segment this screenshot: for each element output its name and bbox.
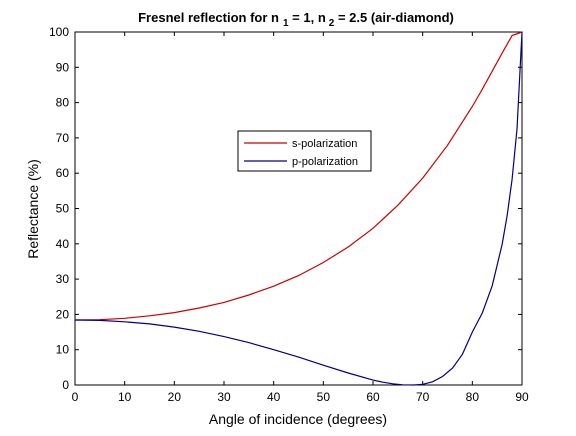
axis-ticks: 0 10 20 30 40 50 60 70 80 90 0 10 20 30 40 50 60 70 80 90 10… [49,25,529,404]
legend-box [237,130,372,172]
y-tick-label: 70 [56,131,70,145]
x-tick-label: 0 [72,390,79,404]
y-tick-label: 20 [56,307,70,321]
x-tick-label: 40 [267,390,281,404]
x-axis-label: Angle of incidence (degrees) [209,411,387,427]
y-tick-label: 80 [56,96,70,110]
legend-label-s-polarization: s-polarization [292,138,357,150]
series-group [74,31,523,386]
plot-area [74,31,523,386]
y-tick-label: 0 [62,378,69,392]
y-tick-label: 100 [49,25,69,39]
x-tick-label: 90 [515,390,529,404]
x-tick-label: 70 [416,390,430,404]
x-tick-label: 80 [466,390,480,404]
y-tick-label: 30 [56,272,70,286]
legend: s-polarization p-polarization [237,130,372,172]
legend-label-p-polarization: p-polarization [292,156,358,168]
x-tick-label: 30 [217,390,231,404]
y-tick-label: 50 [56,202,70,216]
y-tick-label: 60 [56,166,70,180]
y-tick-label: 10 [56,343,70,357]
x-tick-label: 60 [366,390,380,404]
y-axis-label: Reflectance (%) [25,159,41,259]
series-line-p-polarization [74,31,523,386]
x-tick-label: 10 [118,390,132,404]
x-tick-label: 50 [317,390,331,404]
y-tick-label: 90 [56,60,70,74]
y-tick-label: 40 [56,237,70,251]
x-tick-label: 20 [168,390,182,404]
series-line-s-polarization [74,31,523,321]
